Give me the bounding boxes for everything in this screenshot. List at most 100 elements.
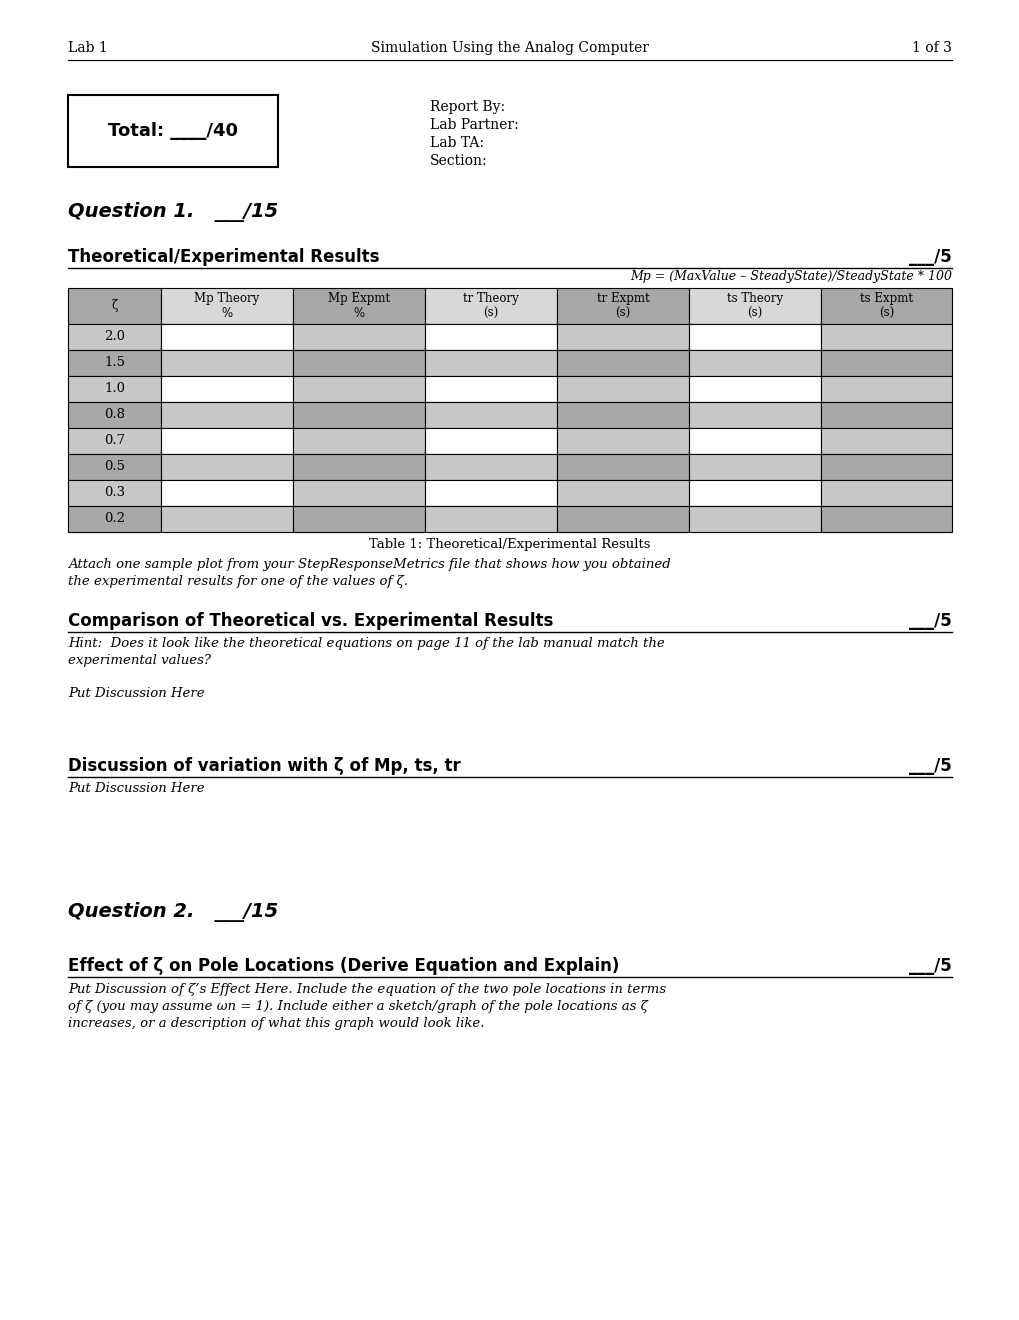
- Text: 0.5: 0.5: [104, 461, 125, 474]
- Bar: [292, 480, 425, 506]
- Bar: [556, 454, 688, 480]
- Bar: [68, 506, 161, 532]
- Text: ___/5: ___/5: [908, 612, 951, 630]
- Bar: [292, 428, 425, 454]
- Text: the experimental results for one of the values of ζ.: the experimental results for one of the …: [68, 576, 408, 587]
- Text: Question 2.   ___/15: Question 2. ___/15: [68, 902, 278, 921]
- Bar: [68, 288, 161, 323]
- Text: 2.0: 2.0: [104, 330, 125, 343]
- Text: Comparison of Theoretical vs. Experimental Results: Comparison of Theoretical vs. Experiment…: [68, 612, 553, 630]
- Bar: [425, 480, 556, 506]
- Text: of ζ (you may assume ωn = 1). Include either a sketch/graph of the pole location: of ζ (you may assume ωn = 1). Include ei…: [68, 1001, 647, 1012]
- Bar: [68, 403, 161, 428]
- Bar: [292, 376, 425, 403]
- Bar: [68, 454, 161, 480]
- Text: 0.2: 0.2: [104, 512, 125, 525]
- Bar: [820, 323, 951, 350]
- Bar: [292, 454, 425, 480]
- Bar: [556, 350, 688, 376]
- Bar: [425, 403, 556, 428]
- Bar: [292, 288, 425, 323]
- Text: Effect of ζ on Pole Locations (Derive Equation and Explain): Effect of ζ on Pole Locations (Derive Eq…: [68, 957, 619, 975]
- Text: Table 1: Theoretical/Experimental Results: Table 1: Theoretical/Experimental Result…: [369, 539, 650, 550]
- Bar: [161, 454, 292, 480]
- Text: 1.5: 1.5: [104, 356, 125, 370]
- Bar: [820, 454, 951, 480]
- Text: Lab Partner:: Lab Partner:: [430, 117, 519, 132]
- Text: Lab TA:: Lab TA:: [430, 136, 484, 150]
- Text: Question 1.   ___/15: Question 1. ___/15: [68, 202, 278, 222]
- Bar: [68, 480, 161, 506]
- Text: 0.8: 0.8: [104, 408, 125, 421]
- Bar: [161, 480, 292, 506]
- Text: 0.7: 0.7: [104, 434, 125, 447]
- Text: Section:: Section:: [430, 154, 487, 168]
- Bar: [161, 403, 292, 428]
- Text: Mp Theory
%: Mp Theory %: [195, 292, 260, 319]
- Bar: [556, 376, 688, 403]
- Bar: [556, 506, 688, 532]
- Bar: [68, 428, 161, 454]
- Text: ζ: ζ: [111, 300, 117, 313]
- Text: Lab 1: Lab 1: [68, 41, 108, 55]
- Bar: [688, 506, 820, 532]
- Text: 1.0: 1.0: [104, 383, 125, 396]
- Text: ts Expmt
(s): ts Expmt (s): [859, 292, 912, 319]
- Bar: [556, 323, 688, 350]
- Bar: [688, 350, 820, 376]
- Text: experimental values?: experimental values?: [68, 653, 211, 667]
- Text: Hint:  Does it look like the theoretical equations on page 11 of the lab manual : Hint: Does it look like the theoretical …: [68, 638, 664, 649]
- Text: 0.3: 0.3: [104, 487, 125, 499]
- Bar: [161, 376, 292, 403]
- Bar: [161, 350, 292, 376]
- Bar: [688, 480, 820, 506]
- Bar: [161, 323, 292, 350]
- Text: Put Discussion Here: Put Discussion Here: [68, 781, 205, 795]
- Text: ts Theory
(s): ts Theory (s): [727, 292, 783, 319]
- Bar: [688, 428, 820, 454]
- Text: Mp = (MaxValue – SteadyState)/SteadyState * 100: Mp = (MaxValue – SteadyState)/SteadyStat…: [630, 271, 951, 282]
- Bar: [688, 323, 820, 350]
- Bar: [820, 376, 951, 403]
- Text: Simulation Using the Analog Computer: Simulation Using the Analog Computer: [371, 41, 648, 55]
- Text: increases, or a description of what this graph would look like.: increases, or a description of what this…: [68, 1016, 484, 1030]
- Bar: [425, 506, 556, 532]
- Bar: [161, 428, 292, 454]
- Bar: [556, 480, 688, 506]
- Bar: [292, 506, 425, 532]
- Text: tr Expmt
(s): tr Expmt (s): [596, 292, 649, 319]
- Bar: [820, 403, 951, 428]
- Bar: [425, 350, 556, 376]
- Bar: [425, 376, 556, 403]
- Text: Theoretical/Experimental Results: Theoretical/Experimental Results: [68, 248, 379, 267]
- Bar: [68, 95, 278, 168]
- Bar: [161, 288, 292, 323]
- Text: ___/5: ___/5: [908, 957, 951, 975]
- Bar: [688, 403, 820, 428]
- Bar: [820, 350, 951, 376]
- Bar: [556, 288, 688, 323]
- Text: Attach one sample plot from your StepResponseMetrics file that shows how you obt: Attach one sample plot from your StepRes…: [68, 558, 671, 572]
- Bar: [68, 350, 161, 376]
- Bar: [820, 428, 951, 454]
- Bar: [161, 506, 292, 532]
- Bar: [425, 428, 556, 454]
- Bar: [68, 323, 161, 350]
- Bar: [292, 350, 425, 376]
- Bar: [292, 323, 425, 350]
- Bar: [820, 480, 951, 506]
- Text: tr Theory
(s): tr Theory (s): [463, 292, 519, 319]
- Text: ___/5: ___/5: [908, 248, 951, 267]
- Text: ___/5: ___/5: [908, 756, 951, 775]
- Text: Put Discussion of ζ’s Effect Here. Include the equation of the two pole location: Put Discussion of ζ’s Effect Here. Inclu…: [68, 983, 665, 997]
- Bar: [688, 454, 820, 480]
- Text: Discussion of variation with ζ of Mp, ts, tr: Discussion of variation with ζ of Mp, ts…: [68, 756, 461, 775]
- Bar: [556, 428, 688, 454]
- Text: Total: ____/40: Total: ____/40: [108, 121, 237, 140]
- Text: Put Discussion Here: Put Discussion Here: [68, 686, 205, 700]
- Bar: [688, 288, 820, 323]
- Bar: [820, 506, 951, 532]
- Bar: [556, 403, 688, 428]
- Bar: [425, 454, 556, 480]
- Text: Mp Expmt
%: Mp Expmt %: [328, 292, 389, 319]
